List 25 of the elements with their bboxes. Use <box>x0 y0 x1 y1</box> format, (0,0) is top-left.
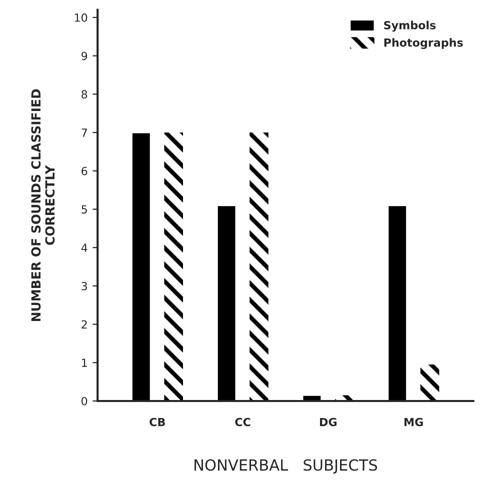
bar <box>164 132 183 401</box>
x-tick-label: CC <box>235 418 250 426</box>
y-axis-title: NUMBER OF SOUNDS CLASSIFIED CORRECTLY <box>31 89 55 322</box>
y-tick-label: 9 <box>82 52 88 60</box>
y-tick-label: 8 <box>82 90 88 99</box>
bar <box>420 364 440 401</box>
bar <box>131 132 152 401</box>
y-tick-label: 0 <box>82 396 88 406</box>
y-tick-label: 6 <box>82 166 88 176</box>
y-tick-label: 4 <box>81 244 88 252</box>
bar <box>216 204 237 401</box>
y-tick-label: 5 <box>82 205 87 214</box>
x-tick-label: DG <box>320 418 337 426</box>
y-tick-label: 1 <box>82 358 87 367</box>
y-tick-label: 7 <box>82 128 87 137</box>
x-axis-title: NONVERBAL SUBJECTS <box>194 459 378 474</box>
x-tick-label: MG <box>404 418 423 426</box>
y-tick-label: 10 <box>74 13 88 22</box>
y-tick-label: 2 <box>82 320 87 328</box>
legend-label: Symbols <box>384 20 436 32</box>
legend-label: Photographs <box>384 38 463 50</box>
y-tick-label: 3 <box>82 282 87 290</box>
bar <box>250 132 268 401</box>
x-tick-label: CB <box>150 418 165 426</box>
bar <box>387 204 408 401</box>
